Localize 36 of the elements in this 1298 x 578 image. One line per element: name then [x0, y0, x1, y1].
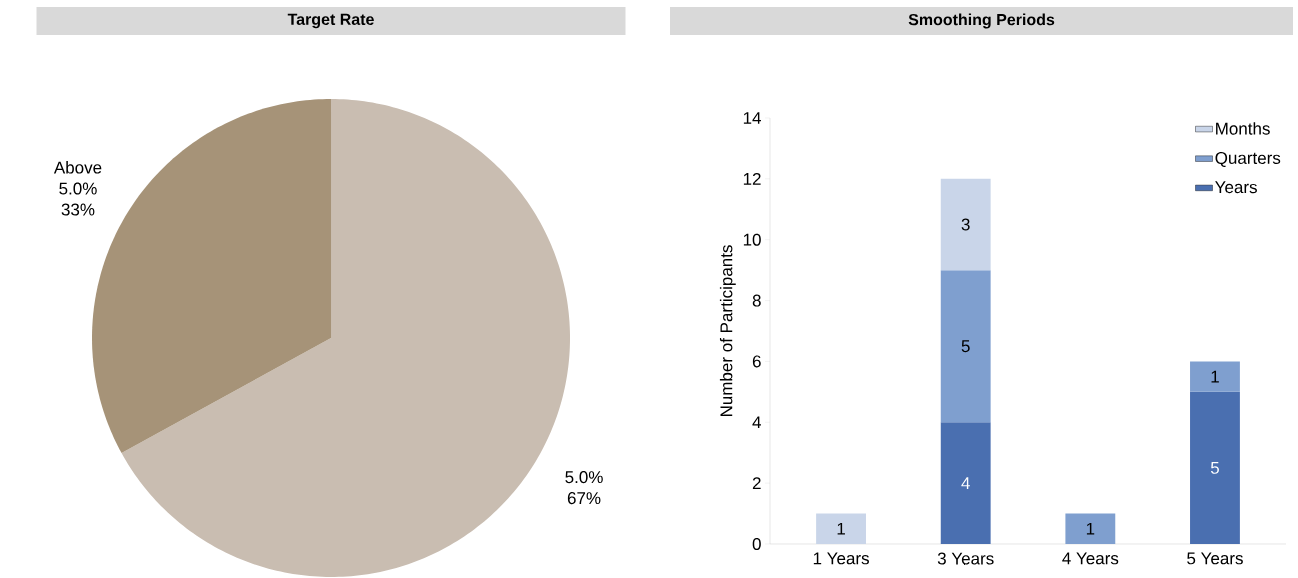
data-label: 1	[1211, 370, 1219, 383]
bar	[940, 178, 991, 271]
y-tick-label: 10	[743, 233, 761, 246]
y-tick-label: 4	[752, 416, 761, 429]
bar	[1190, 361, 1240, 392]
data-label: 5	[961, 340, 970, 353]
chart-title: Smoothing Periods	[908, 13, 1055, 29]
data-label: 1	[837, 522, 845, 535]
data-label: 33%	[61, 203, 95, 216]
y-tick-label: 0	[752, 537, 761, 551]
chart-title: Target Rate	[287, 13, 374, 29]
legend-label: Months	[1216, 122, 1270, 135]
bar	[940, 422, 991, 544]
slice-label: 5.0%	[565, 471, 603, 484]
x-tick-label: 1 Years	[813, 552, 869, 565]
bar	[1065, 513, 1116, 544]
y-tick-label: 14	[743, 112, 761, 124]
y-tick-label: 12	[743, 172, 761, 185]
data-label: 3	[961, 218, 970, 231]
x-tick-label: 5 Years	[1187, 552, 1243, 565]
x-tick-label: 4 Years	[1062, 552, 1119, 565]
bar	[816, 513, 866, 544]
data-label: 4	[961, 477, 970, 489]
y-axis-title: Number of Participants	[719, 245, 736, 417]
y-tick-label: 8	[752, 294, 761, 307]
data-label: 5	[1210, 461, 1219, 474]
legend-label: Years	[1215, 181, 1257, 194]
bar	[1190, 391, 1240, 544]
y-tick-label: 6	[752, 355, 761, 368]
data-label: 67%	[567, 492, 601, 505]
y-tick-label: 2	[752, 477, 761, 490]
data-label: 1	[1086, 522, 1095, 535]
x-tick-label: 3 Years	[937, 552, 994, 565]
bar	[940, 270, 991, 423]
slice-label: Above 5.0%	[53, 161, 102, 195]
legend-label: Quarters	[1215, 151, 1281, 168]
